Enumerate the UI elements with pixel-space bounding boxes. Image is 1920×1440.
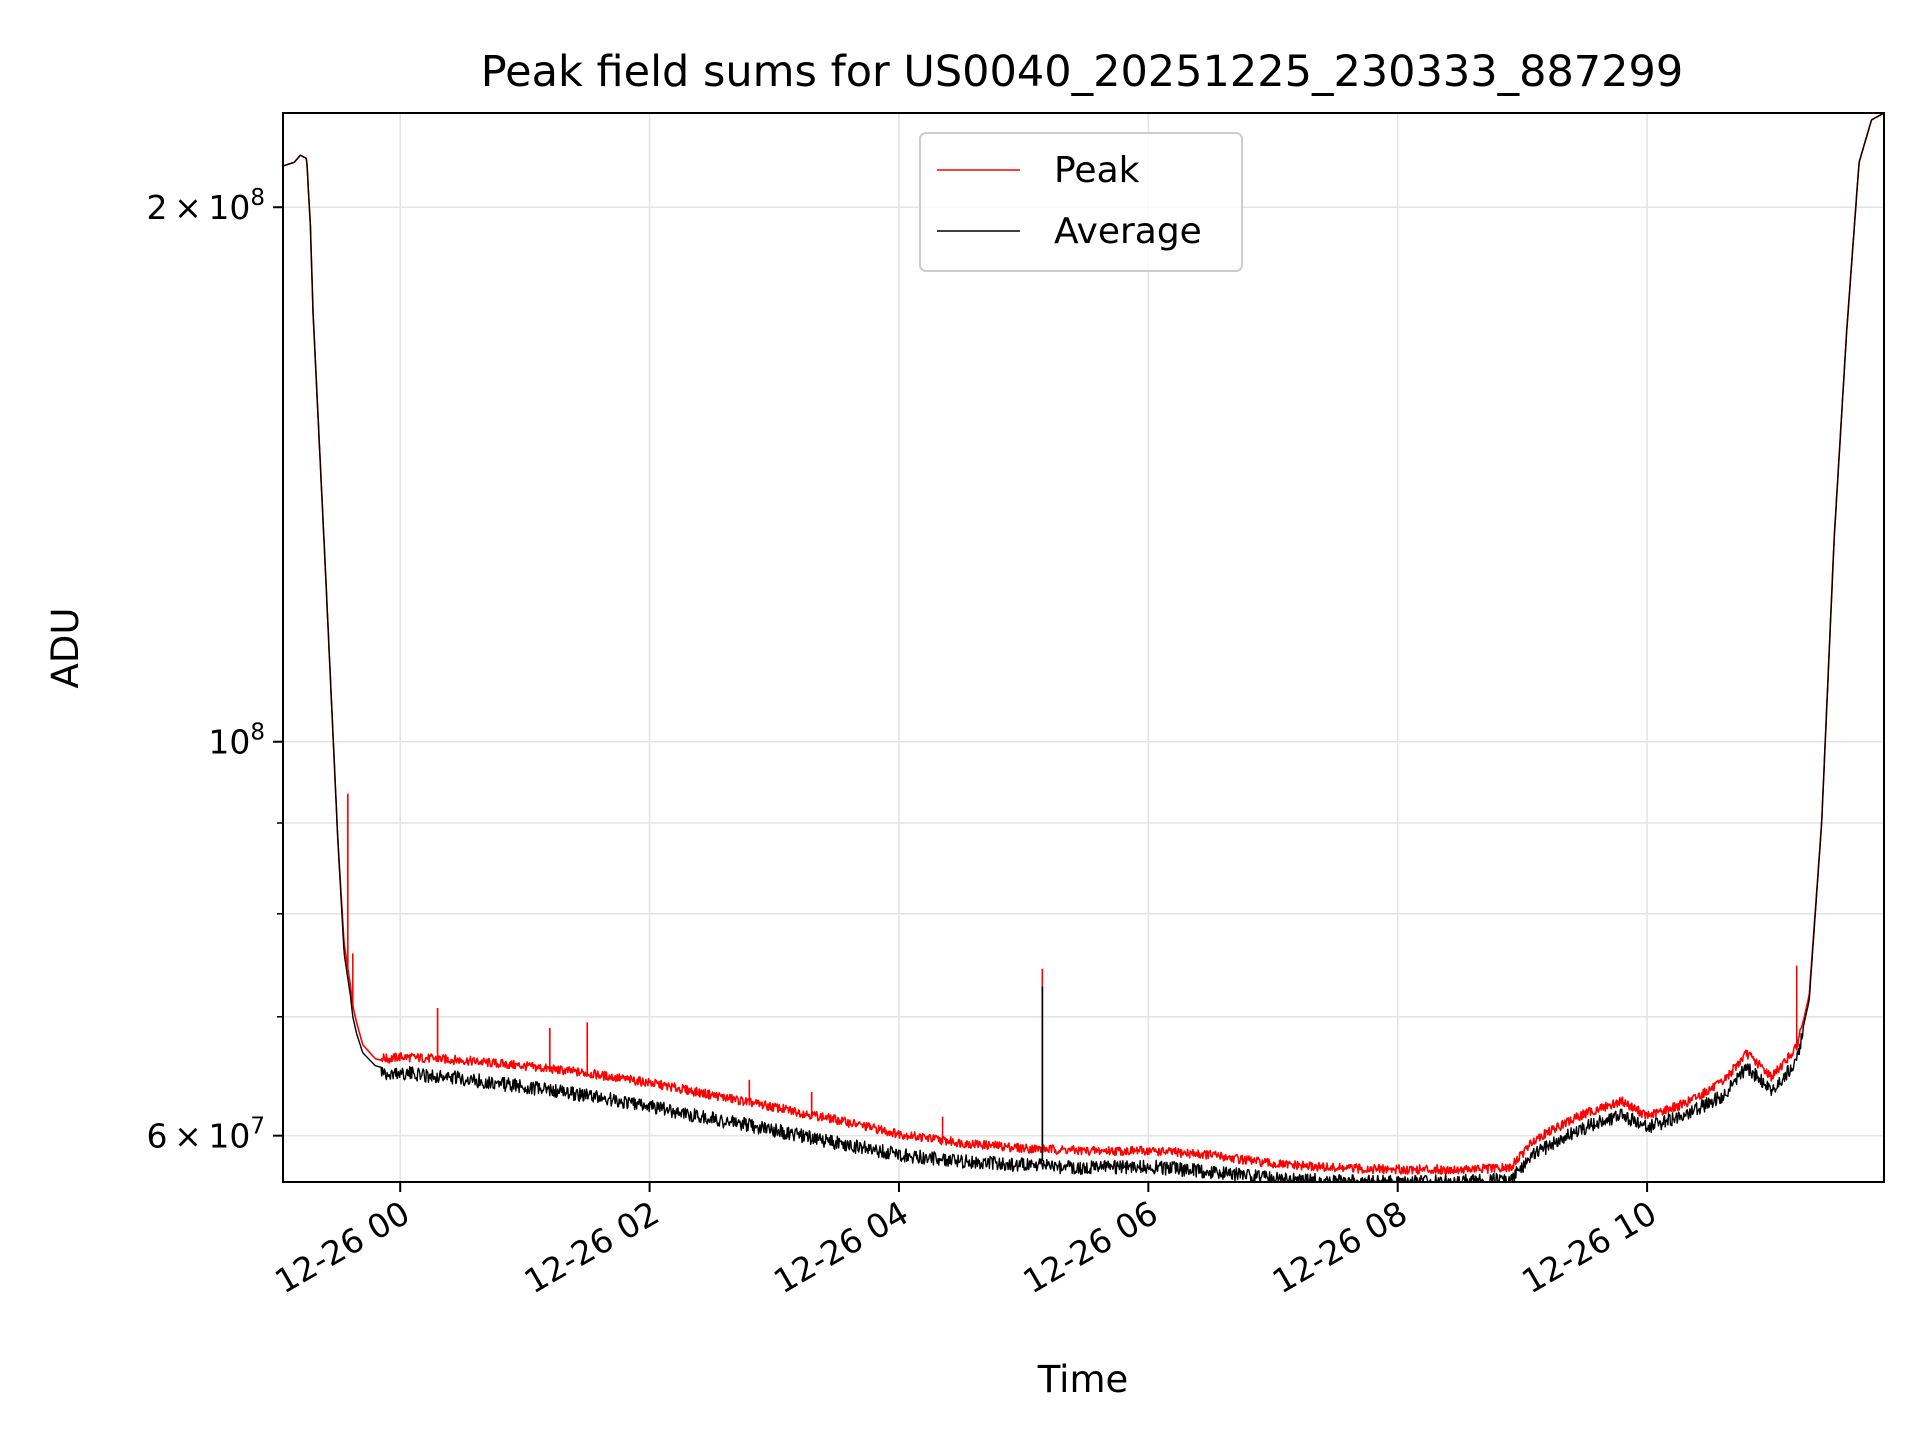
chart-title: Peak field sums for US0040_20251225_2303…: [481, 47, 1684, 97]
legend-label-peak: Peak: [1054, 150, 1140, 191]
legend: Peak Average: [919, 132, 1243, 272]
series-layer: [282, 112, 1885, 1183]
y-tick-label: 2 × 108: [147, 185, 265, 227]
x-axis-label: Time: [1037, 1358, 1129, 1401]
series-average-line: [282, 112, 1885, 1183]
y-tick-label: 108: [208, 720, 265, 762]
y-axis: 6 × 107 108 2 × 108: [147, 185, 283, 1156]
grid: [283, 113, 1884, 1182]
y-axis-label: ADU: [44, 608, 87, 689]
y-tick-label: 6 × 107: [147, 1114, 265, 1156]
legend-box: [919, 132, 1243, 272]
plot-frame: [282, 112, 1885, 1183]
legend-label-average: Average: [1054, 211, 1202, 252]
